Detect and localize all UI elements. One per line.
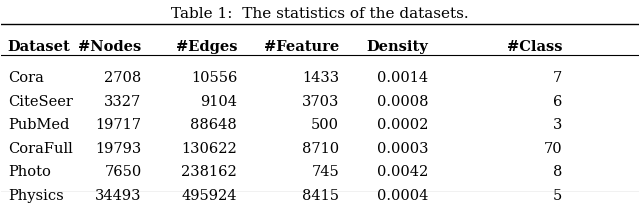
Text: Cora: Cora	[8, 71, 44, 85]
Text: CiteSeer: CiteSeer	[8, 94, 72, 108]
Text: Density: Density	[367, 39, 428, 53]
Text: 70: 70	[543, 141, 562, 155]
Text: #Feature: #Feature	[264, 39, 339, 53]
Text: 3: 3	[553, 118, 562, 132]
Text: 1433: 1433	[302, 71, 339, 85]
Text: 88648: 88648	[191, 118, 237, 132]
Text: 0.0002: 0.0002	[377, 118, 428, 132]
Text: 5: 5	[553, 188, 562, 202]
Text: 2708: 2708	[104, 71, 141, 85]
Text: 3703: 3703	[301, 94, 339, 108]
Text: 8415: 8415	[302, 188, 339, 202]
Text: Table 1:  The statistics of the datasets.: Table 1: The statistics of the datasets.	[171, 7, 469, 21]
Text: 6: 6	[553, 94, 562, 108]
Text: 0.0003: 0.0003	[377, 141, 428, 155]
Text: 3327: 3327	[104, 94, 141, 108]
Text: 34493: 34493	[95, 188, 141, 202]
Text: 500: 500	[311, 118, 339, 132]
Text: 0.0004: 0.0004	[377, 188, 428, 202]
Text: 495924: 495924	[182, 188, 237, 202]
Text: 19793: 19793	[95, 141, 141, 155]
Text: 19717: 19717	[95, 118, 141, 132]
Text: 8: 8	[553, 165, 562, 178]
Text: #Class: #Class	[507, 39, 562, 53]
Text: 745: 745	[312, 165, 339, 178]
Text: Photo: Photo	[8, 165, 51, 178]
Text: #Edges: #Edges	[175, 39, 237, 53]
Text: 9104: 9104	[200, 94, 237, 108]
Text: 0.0008: 0.0008	[377, 94, 428, 108]
Text: #Nodes: #Nodes	[78, 39, 141, 53]
Text: 7: 7	[553, 71, 562, 85]
Text: 0.0014: 0.0014	[377, 71, 428, 85]
Text: 0.0042: 0.0042	[377, 165, 428, 178]
Text: Dataset: Dataset	[8, 39, 70, 53]
Text: 7650: 7650	[104, 165, 141, 178]
Text: Physics: Physics	[8, 188, 63, 202]
Text: 8710: 8710	[302, 141, 339, 155]
Text: 130622: 130622	[181, 141, 237, 155]
Text: 238162: 238162	[181, 165, 237, 178]
Text: 10556: 10556	[191, 71, 237, 85]
Text: PubMed: PubMed	[8, 118, 69, 132]
Text: CoraFull: CoraFull	[8, 141, 72, 155]
